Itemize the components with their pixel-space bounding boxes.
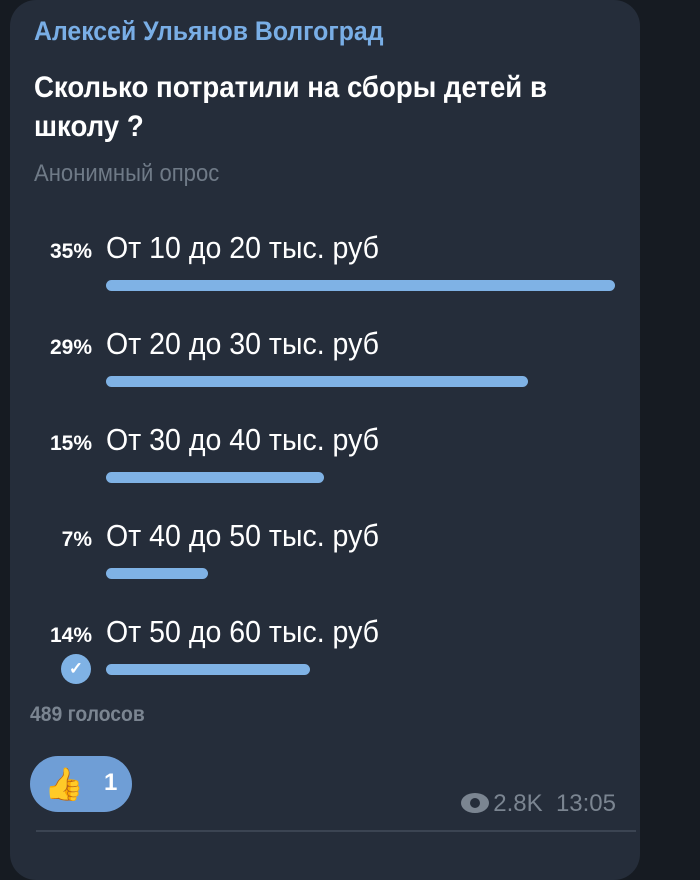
option-result-bar (106, 568, 208, 579)
option-percent: 35% (49, 240, 92, 263)
option-result-bar (106, 664, 310, 675)
option-percent: 29% (49, 336, 92, 359)
option-percent: 14% (49, 624, 92, 647)
checkmark-icon: ✓ (61, 654, 91, 684)
eye-icon (461, 793, 490, 813)
poll-option[interactable]: 14% От 50 до 60 тыс. руб ✓ (0, 612, 640, 708)
option-label: От 20 до 30 тыс. руб (106, 326, 380, 361)
divider (36, 830, 636, 832)
option-percent: 15% (49, 432, 92, 455)
poll-option[interactable]: 35% От 10 до 20 тыс. руб (0, 228, 640, 324)
option-label: От 50 до 60 тыс. руб (106, 614, 380, 649)
option-label: От 40 до 50 тыс. руб (106, 518, 380, 553)
option-label: От 10 до 20 тыс. руб (106, 230, 380, 265)
poll-message-bubble (10, 0, 640, 880)
poll-option[interactable]: 15% От 30 до 40 тыс. руб (0, 420, 640, 516)
reaction-thumbs-up[interactable]: 👍 1 (30, 756, 132, 812)
message-meta: 2.8K 13:05 (461, 790, 616, 818)
poll-option[interactable]: 29% От 20 до 30 тыс. руб (0, 324, 640, 420)
option-result-bar (106, 472, 325, 483)
option-result-bar (106, 376, 528, 387)
option-label: От 30 до 40 тыс. руб (106, 422, 380, 457)
message-time: 13:05 (555, 790, 616, 817)
reaction-count: 1 (104, 769, 118, 796)
thumbs-up-icon: 👍 (44, 766, 84, 802)
option-result-bar (106, 280, 615, 291)
option-percent: 7% (61, 528, 92, 551)
author-name[interactable]: Алексей Ульянов Волгоград (34, 16, 384, 46)
vote-count[interactable]: 489 голосов (30, 703, 145, 726)
poll-option[interactable]: 7% От 40 до 50 тыс. руб (0, 516, 640, 612)
poll-type: Анонимный опрос (34, 160, 220, 187)
view-count: 2.8K (493, 790, 543, 817)
poll-question: Сколько потратили на сборы детей в школу… (34, 71, 547, 143)
